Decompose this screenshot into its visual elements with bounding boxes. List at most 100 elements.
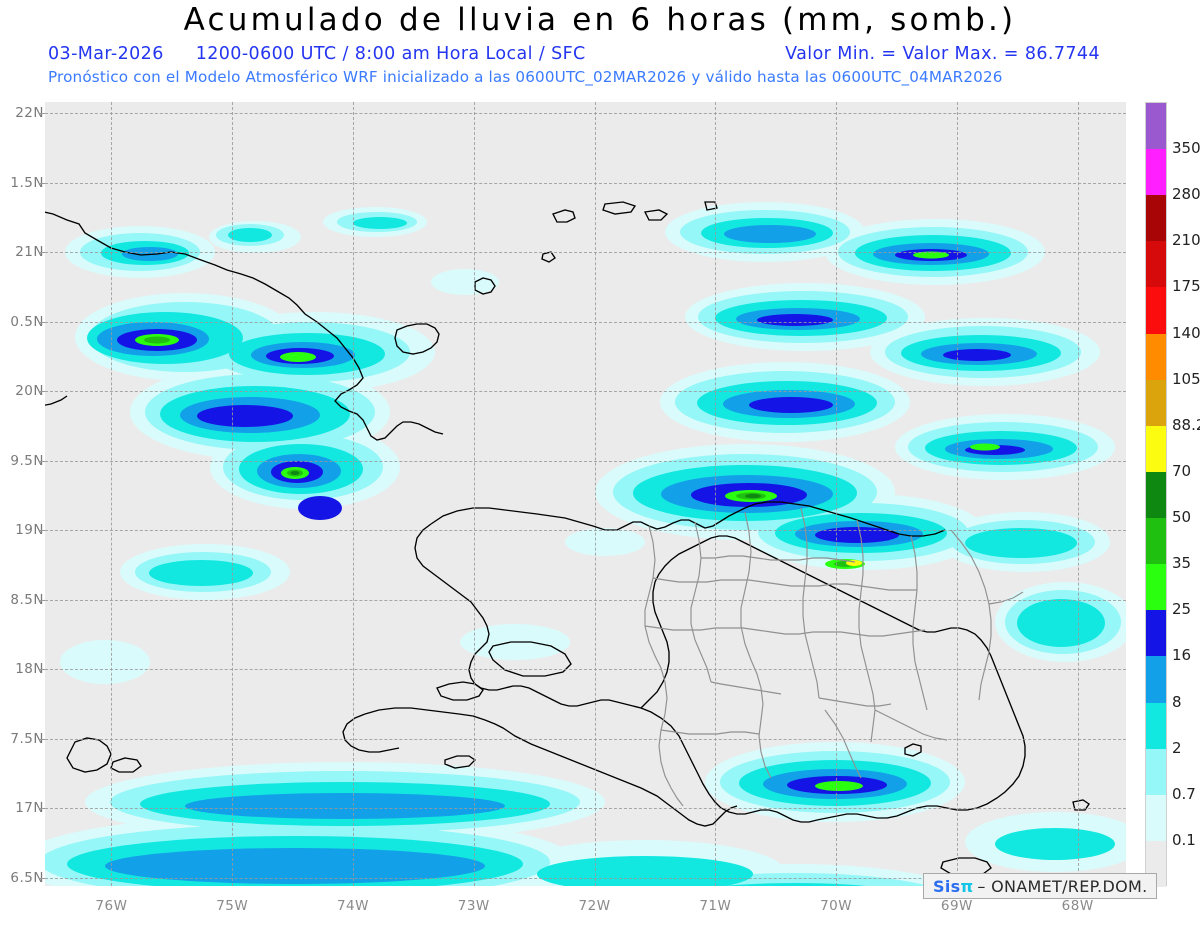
x-axis-label: 68W <box>1061 898 1094 914</box>
admin-boundaries <box>644 507 1024 807</box>
chart-header: Acumulado de lluvia en 6 horas (mm, somb… <box>0 0 1200 95</box>
gridline-horizontal <box>45 530 1126 532</box>
colorbar-band <box>1146 610 1166 657</box>
x-axis-label: 71W <box>699 898 732 914</box>
y-axis-label: 6.5N <box>10 869 44 886</box>
rainfall-map <box>45 201 1126 886</box>
colorbar-tick-label: 70 <box>1172 461 1192 480</box>
gridline-horizontal <box>45 877 1126 879</box>
colorbar-tick-label: 8 <box>1172 692 1182 711</box>
colorbar-tick-label: 0.1 <box>1172 830 1196 849</box>
forecast-date: 03-Mar-2026 <box>48 44 164 64</box>
gridline-horizontal <box>45 252 1126 254</box>
colorbar-tick-label: 280 <box>1172 185 1200 204</box>
colorbar-band <box>1146 794 1166 842</box>
y-axis-label: 17N <box>15 800 44 817</box>
attribution-box: Sis π – ONAMET/REP.DOM. <box>923 873 1158 899</box>
colorbar-band <box>1146 103 1166 150</box>
gridline-horizontal <box>45 808 1126 810</box>
colorbar-tick-label: 2 <box>1172 738 1182 757</box>
x-axis-label: 76W <box>95 898 128 914</box>
x-axis-label: 72W <box>578 898 611 914</box>
gridline-vertical <box>232 102 234 886</box>
y-axis-tick <box>39 252 45 254</box>
gridline-horizontal <box>45 599 1126 601</box>
gridline-horizontal <box>45 669 1126 671</box>
colorbar-band <box>1146 287 1166 335</box>
gridline-vertical <box>836 102 838 886</box>
gridline-vertical <box>473 102 475 886</box>
y-axis-tick <box>39 113 45 115</box>
x-axis-label: 70W <box>820 898 853 914</box>
colorbar-tick-label: 140 <box>1172 323 1200 342</box>
colorbar-band <box>1146 748 1166 796</box>
gridline-horizontal <box>45 460 1126 462</box>
colorbar-band <box>1146 195 1166 242</box>
x-axis-label: 74W <box>336 898 369 914</box>
gridline-vertical <box>111 102 113 886</box>
map-plot-area <box>45 102 1126 886</box>
gridline-horizontal <box>45 321 1126 323</box>
sis-label: Sis <box>933 876 961 896</box>
colorbar-band <box>1146 379 1166 427</box>
gridline-horizontal <box>45 113 1126 115</box>
y-axis-label: 22N <box>15 105 44 122</box>
page-title: Acumulado de lluvia en 6 horas (mm, somb… <box>183 2 1017 38</box>
y-axis-label: 1.5N <box>10 174 44 191</box>
colorbar <box>1145 102 1167 888</box>
y-axis-tick <box>39 738 45 740</box>
y-axis-tick <box>39 599 45 601</box>
colorbar-band <box>1146 518 1166 565</box>
x-axis-label: 69W <box>940 898 973 914</box>
x-axis-label: 75W <box>216 898 249 914</box>
colorbar-tick-label: 105 <box>1172 369 1200 388</box>
colorbar-tick-label: 175 <box>1172 277 1200 296</box>
y-axis-label: 7.5N <box>10 730 44 747</box>
gridline-horizontal <box>45 182 1126 184</box>
y-axis-tick <box>39 182 45 184</box>
gridline-vertical <box>956 102 958 886</box>
y-axis-tick <box>39 321 45 323</box>
y-axis-tick <box>39 391 45 393</box>
colorbar-tick-label: 210 <box>1172 231 1200 250</box>
y-axis-label: 19N <box>15 522 44 539</box>
y-axis-tick <box>39 460 45 462</box>
y-axis-label: 9.5N <box>10 452 44 469</box>
colorbar-band <box>1146 425 1166 473</box>
colorbar-tick-label: 0.7 <box>1172 784 1196 803</box>
y-axis-label: 8.5N <box>10 591 44 608</box>
model-footnote: Pronóstico con el Modelo Atmosférico WRF… <box>48 68 1003 86</box>
y-axis-label: 21N <box>15 244 44 261</box>
y-axis-tick <box>39 808 45 810</box>
colorbar-band <box>1146 471 1166 519</box>
x-axis-label: 73W <box>457 898 490 914</box>
pi-icon: π <box>960 876 974 896</box>
colorbar-tick-label: 16 <box>1172 646 1192 665</box>
gridline-vertical <box>1077 102 1079 886</box>
colorbar-tick-label: 35 <box>1172 554 1192 573</box>
colorbar-band <box>1146 564 1166 611</box>
organization-label: – ONAMET/REP.DOM. <box>977 876 1148 896</box>
value-minmax: Valor Min. = Valor Max. = 86.7744 <box>785 44 1100 64</box>
gridline-horizontal <box>45 391 1126 393</box>
colorbar-tick-label: 88.2 <box>1172 415 1200 434</box>
colorbar-band <box>1146 702 1166 750</box>
gridline-horizontal <box>45 738 1126 740</box>
precipitation-shading <box>45 202 1126 886</box>
forecast-time-range: 1200-0600 UTC / 8:00 am Hora Local / SFC <box>195 44 586 64</box>
y-axis-label: 0.5N <box>10 313 44 330</box>
subtitle-line: 03-Mar-2026 1200-0600 UTC / 8:00 am Hora… <box>48 44 1152 66</box>
colorbar-band <box>1146 241 1166 288</box>
gridline-vertical <box>352 102 354 886</box>
colorbar-tick-label: 25 <box>1172 600 1192 619</box>
gridline-vertical <box>594 102 596 886</box>
y-axis-tick <box>39 530 45 532</box>
colorbar-tick-label: 50 <box>1172 508 1192 527</box>
y-axis-label: 20N <box>15 383 44 400</box>
colorbar-band <box>1146 149 1166 196</box>
y-axis-label: 18N <box>15 661 44 678</box>
gridline-vertical <box>715 102 717 886</box>
y-axis-tick <box>39 877 45 879</box>
colorbar-band <box>1146 333 1166 381</box>
y-axis-tick <box>39 669 45 671</box>
